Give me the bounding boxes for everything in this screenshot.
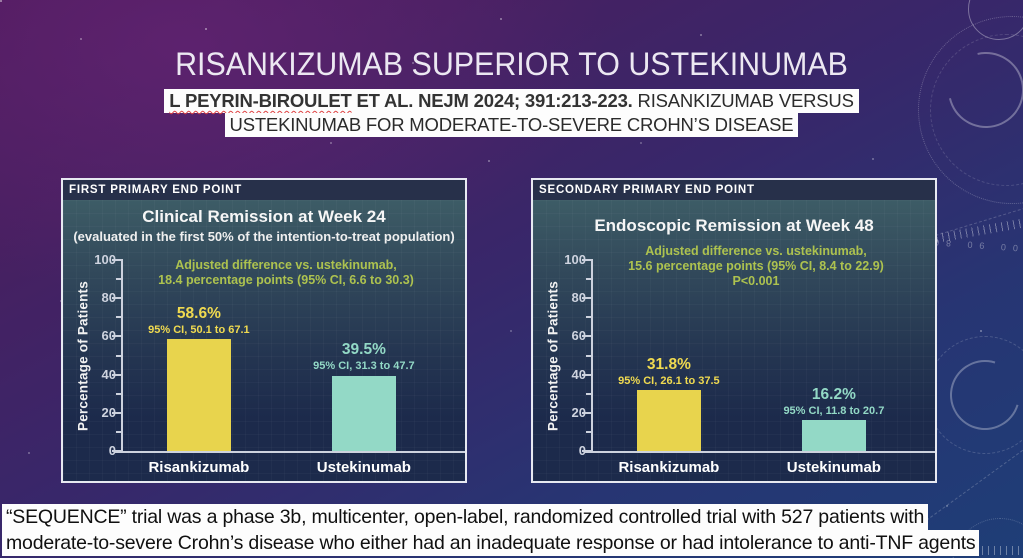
y-tick (586, 278, 593, 281)
endoscopic-remission-chart: Endoscopic Remission at Week 48 Adjusted… (533, 200, 935, 481)
bar-ustekinumab (801, 420, 866, 451)
chart-title: Endoscopic Remission at Week 48 (594, 216, 874, 235)
y-tick (582, 450, 593, 452)
y-tick (116, 354, 123, 357)
y-tick (112, 373, 123, 376)
secondary-endpoint-panel: SECONDARY PRIMARY END POINT Endoscopic R… (531, 178, 937, 483)
category-label: Risankizumab (148, 459, 250, 476)
arc-ring-bottom-decoration (937, 347, 1023, 443)
value-ci: 95% CI, 11.8 to 20.7 (783, 404, 885, 417)
y-tick-label: 100 (94, 252, 116, 267)
trial-description-line-1: “SEQUENCE” trial was a phase 3b, multice… (2, 504, 929, 530)
citation-line-2: USTEKINUMAB FOR MODERATE-TO-SEVERE CROHN… (224, 113, 799, 137)
citation-author: L PEYRIN-BIROULET (169, 90, 352, 111)
y-tick (112, 335, 123, 338)
category-label: Risankizumab (618, 459, 720, 476)
y-tick-label: 0 (578, 443, 586, 458)
y-tick (112, 259, 123, 261)
y-tick (112, 297, 123, 300)
y-tick-label: 80 (101, 290, 116, 306)
value-label: 58.6% 95% CI, 50.1 to 67.1 (89, 305, 309, 336)
plot-area: Percentage of Patients 0 20 40 60 80 100 58.6%… (76, 252, 465, 476)
value-ci: 95% CI, 50.1 to 67.1 (148, 323, 250, 336)
y-axis-label: Percentage of Patients (75, 280, 91, 431)
y-tick-label: 20 (571, 404, 586, 420)
y-tick (586, 354, 593, 357)
value-ci: 95% CI, 31.3 to 47.7 (313, 360, 415, 373)
citation-block: L PEYRIN-BIROULET ET AL. NEJM 2024; 391:… (0, 89, 1023, 137)
clinical-remission-chart: Clinical Remission at Week 24 (evaluated… (63, 200, 465, 481)
value-ci: 95% CI, 26.1 to 37.5 (618, 375, 720, 388)
y-tick-label: 40 (101, 366, 116, 382)
y-tick-label: 60 (101, 328, 116, 344)
category-label: Ustekinumab (316, 459, 411, 476)
first-endpoint-panel: FIRST PRIMARY END POINT Clinical Remissi… (61, 178, 467, 483)
panel-label-secondary-primary: SECONDARY PRIMARY END POINT (533, 180, 935, 200)
y-tick-label: 0 (108, 443, 116, 458)
citation-reference: ET AL. NEJM 2024; 391:213-223. (351, 90, 633, 111)
trial-description-line-2: moderate-to-severe Crohn’s disease who e… (2, 530, 980, 556)
citation-line-1: L PEYRIN-BIROULET ET AL. NEJM 2024; 391:… (164, 89, 859, 113)
y-tick-label: 80 (571, 290, 586, 306)
y-tick-label: 20 (101, 404, 116, 420)
y-tick-label: 60 (571, 328, 586, 344)
slide-title: RISANKIZUMAB SUPERIOR TO USTEKINUMAB (175, 46, 848, 82)
corner-ring-decoration (968, 0, 1023, 40)
y-tick (116, 392, 123, 395)
value-percent: 58.6% (176, 304, 221, 322)
value-label: 39.5% 95% CI, 31.3 to 47.7 (254, 341, 474, 372)
bar-risankizumab (636, 390, 701, 451)
y-tick (112, 411, 123, 414)
plot-area: Percentage of Patients 0 20 40 60 80 100 31.8%… (546, 252, 935, 476)
value-label: 16.2% 95% CI, 11.8 to 20.7 (724, 386, 944, 417)
y-tick (582, 373, 593, 376)
y-tick (586, 316, 593, 319)
value-percent: 31.8% (646, 356, 691, 374)
y-tick-label: 100 (564, 252, 586, 267)
category-label: Ustekinumab (786, 459, 881, 476)
citation-title-start: RISANKIZUMAB VERSUS (632, 90, 854, 111)
value-percent: 16.2% (811, 385, 856, 403)
y-tick (582, 259, 593, 261)
adjusted-difference-annotation: Adjusted difference vs. ustekinumab, 15.… (628, 244, 884, 288)
y-tick (582, 297, 593, 300)
y-tick (116, 316, 123, 319)
bar-ustekinumab (331, 375, 396, 451)
trial-description: “SEQUENCE” trial was a phase 3b, multice… (2, 504, 980, 556)
y-tick (582, 411, 593, 414)
value-percent: 39.5% (341, 341, 386, 359)
chart-title: Clinical Remission at Week 24 (142, 207, 386, 226)
value-label: 31.8% 95% CI, 26.1 to 37.5 (559, 356, 779, 387)
y-tick (582, 335, 593, 338)
y-tick (116, 278, 123, 281)
bar-risankizumab (166, 339, 231, 451)
y-tick (586, 430, 593, 433)
adjusted-difference-annotation: Adjusted difference vs. ustekinumab, 18.… (158, 258, 414, 287)
y-tick (116, 430, 123, 433)
y-tick-label: 40 (571, 366, 586, 382)
y-tick (586, 392, 593, 395)
y-tick (112, 450, 123, 452)
chart-subtitle: (evaluated in the first 50% of the inten… (73, 229, 455, 244)
panel-label-first-primary: FIRST PRIMARY END POINT (63, 180, 465, 200)
